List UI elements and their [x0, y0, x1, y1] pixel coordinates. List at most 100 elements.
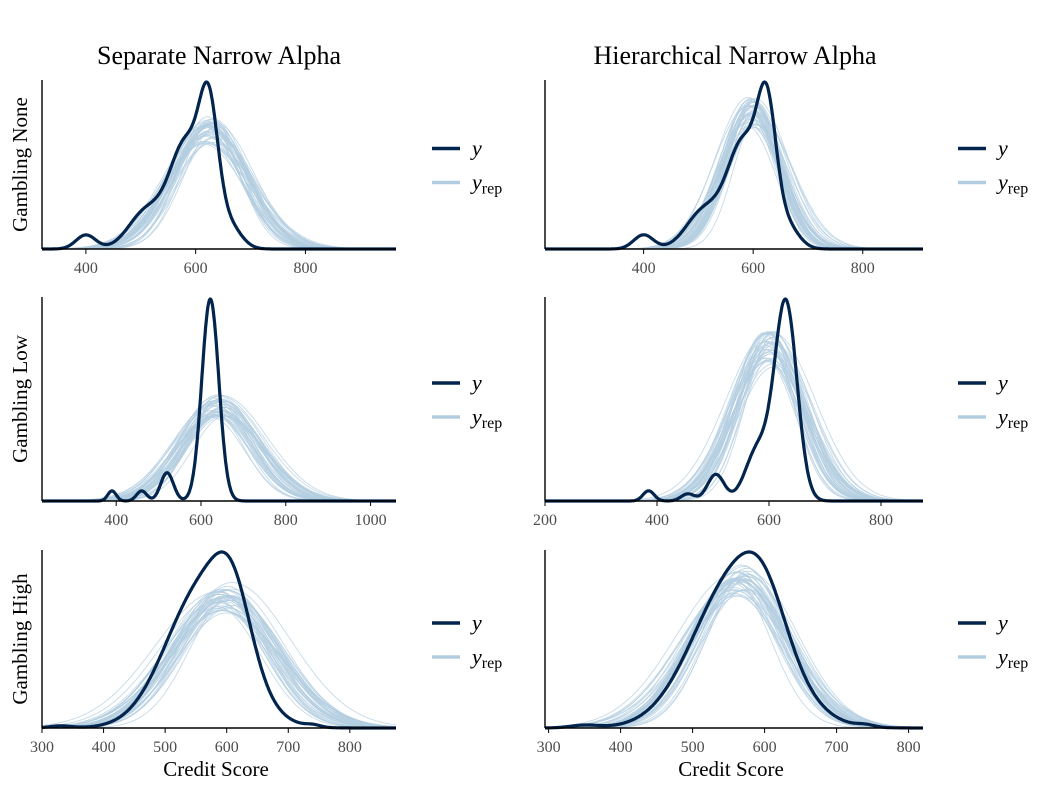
yrep-line — [42, 590, 396, 729]
yrep-line — [42, 591, 396, 729]
yrep-line — [42, 595, 396, 729]
yrep-line — [42, 595, 396, 729]
legend-yrep-subscript: rep — [482, 181, 502, 198]
yrep-line — [545, 590, 923, 729]
legend-yrep-subscript: rep — [482, 415, 502, 432]
yrep-line — [545, 583, 923, 729]
legend-yrep-label: yrep — [470, 644, 502, 672]
x-tick-label: 600 — [184, 260, 208, 277]
yrep-line — [42, 596, 396, 728]
legend-yrep-base: y — [470, 404, 482, 429]
panel-plot-area — [545, 550, 923, 730]
yrep-line — [545, 332, 923, 502]
x-tick-label: 600 — [753, 739, 777, 756]
panel-plot-area — [42, 80, 396, 251]
yrep-line — [42, 406, 396, 502]
yrep-line — [42, 610, 396, 729]
yrep-line — [42, 410, 396, 502]
legend-yrep-label: yrep — [470, 170, 502, 198]
yrep-line — [545, 578, 923, 729]
yrep-series — [42, 116, 396, 250]
panel-ylabel: Gambling None — [8, 97, 32, 232]
panel-5: 300 400 500 600 700 800 Gambling High Credit Sc… — [8, 550, 502, 781]
x-tick-label: 500 — [681, 739, 705, 756]
yrep-line — [42, 612, 396, 729]
yrep-line — [42, 604, 396, 729]
yrep-line — [545, 583, 923, 729]
yrep-line — [42, 405, 396, 502]
yrep-series — [42, 582, 396, 729]
yrep-line — [42, 406, 396, 502]
yrep-series — [545, 564, 923, 729]
legend-yrep-label: yrep — [470, 404, 502, 432]
x-tick-label: 600 — [757, 512, 781, 529]
yrep-line — [42, 409, 396, 502]
yrep-line — [545, 332, 923, 502]
panel-plot-area — [545, 80, 923, 251]
yrep-line — [42, 588, 396, 728]
yrep-line — [545, 578, 923, 729]
yrep-line — [42, 414, 396, 502]
yrep-line — [42, 608, 396, 728]
x-tick-label: 500 — [153, 739, 177, 756]
panel-ylabel: Gambling High — [8, 573, 32, 705]
yrep-line — [545, 101, 923, 250]
yrep-line — [545, 579, 923, 729]
yrep-line — [42, 411, 396, 502]
yrep-line — [545, 589, 923, 729]
yrep-line — [545, 589, 923, 729]
x-tick-label: 200 — [533, 512, 557, 529]
x-tick-label: 700 — [825, 739, 849, 756]
yrep-line — [42, 596, 396, 728]
legend-yrep-subscript: rep — [1008, 181, 1028, 198]
legend-y-label: y — [470, 136, 482, 161]
yrep-line — [545, 579, 923, 729]
x-tick-label: 800 — [851, 260, 875, 277]
x-tick-label: 800 — [869, 512, 893, 529]
yrep-line — [42, 588, 396, 728]
yrep-line — [42, 410, 396, 502]
yrep-line — [42, 411, 396, 502]
y-observed-line — [42, 297, 396, 503]
yrep-line — [42, 410, 396, 502]
y-observed-line — [42, 80, 396, 251]
yrep-line — [545, 124, 923, 250]
yrep-line — [545, 331, 923, 502]
yrep-line — [42, 403, 396, 502]
x-tick-label: 700 — [276, 739, 300, 756]
yrep-line — [545, 577, 923, 729]
yrep-line — [545, 580, 923, 729]
yrep-line — [42, 403, 396, 502]
legend-y-label: y — [470, 610, 482, 635]
x-tick-label: 400 — [632, 260, 656, 277]
yrep-line — [42, 600, 396, 729]
yrep-line — [545, 580, 923, 729]
yrep-line — [545, 578, 923, 729]
yrep-line — [545, 363, 923, 502]
yrep-line — [545, 330, 923, 502]
yrep-line — [545, 589, 923, 729]
legend-y-label: y — [470, 370, 482, 395]
yrep-line — [42, 593, 396, 729]
yrep-line — [545, 124, 923, 250]
x-tick-label: 300 — [537, 739, 561, 756]
x-tick-label: 800 — [897, 739, 921, 756]
yrep-line — [545, 361, 923, 502]
yrep-line — [545, 332, 923, 502]
x-tick-label: 400 — [74, 260, 98, 277]
panel-title: Separate Narrow Alpha — [97, 41, 341, 70]
yrep-line — [42, 415, 396, 502]
x-tick-label: 1000 — [355, 512, 387, 529]
legend-yrep-base: y — [996, 170, 1008, 195]
yrep-line — [42, 585, 396, 729]
yrep-line — [42, 609, 396, 729]
panel-1: 400 600 800 Separate Narrow Alpha Gambling N… — [8, 41, 502, 277]
x-tick-label: 800 — [274, 512, 298, 529]
legend-yrep-base: y — [470, 644, 482, 669]
legend-yrep-subscript: rep — [482, 655, 502, 672]
